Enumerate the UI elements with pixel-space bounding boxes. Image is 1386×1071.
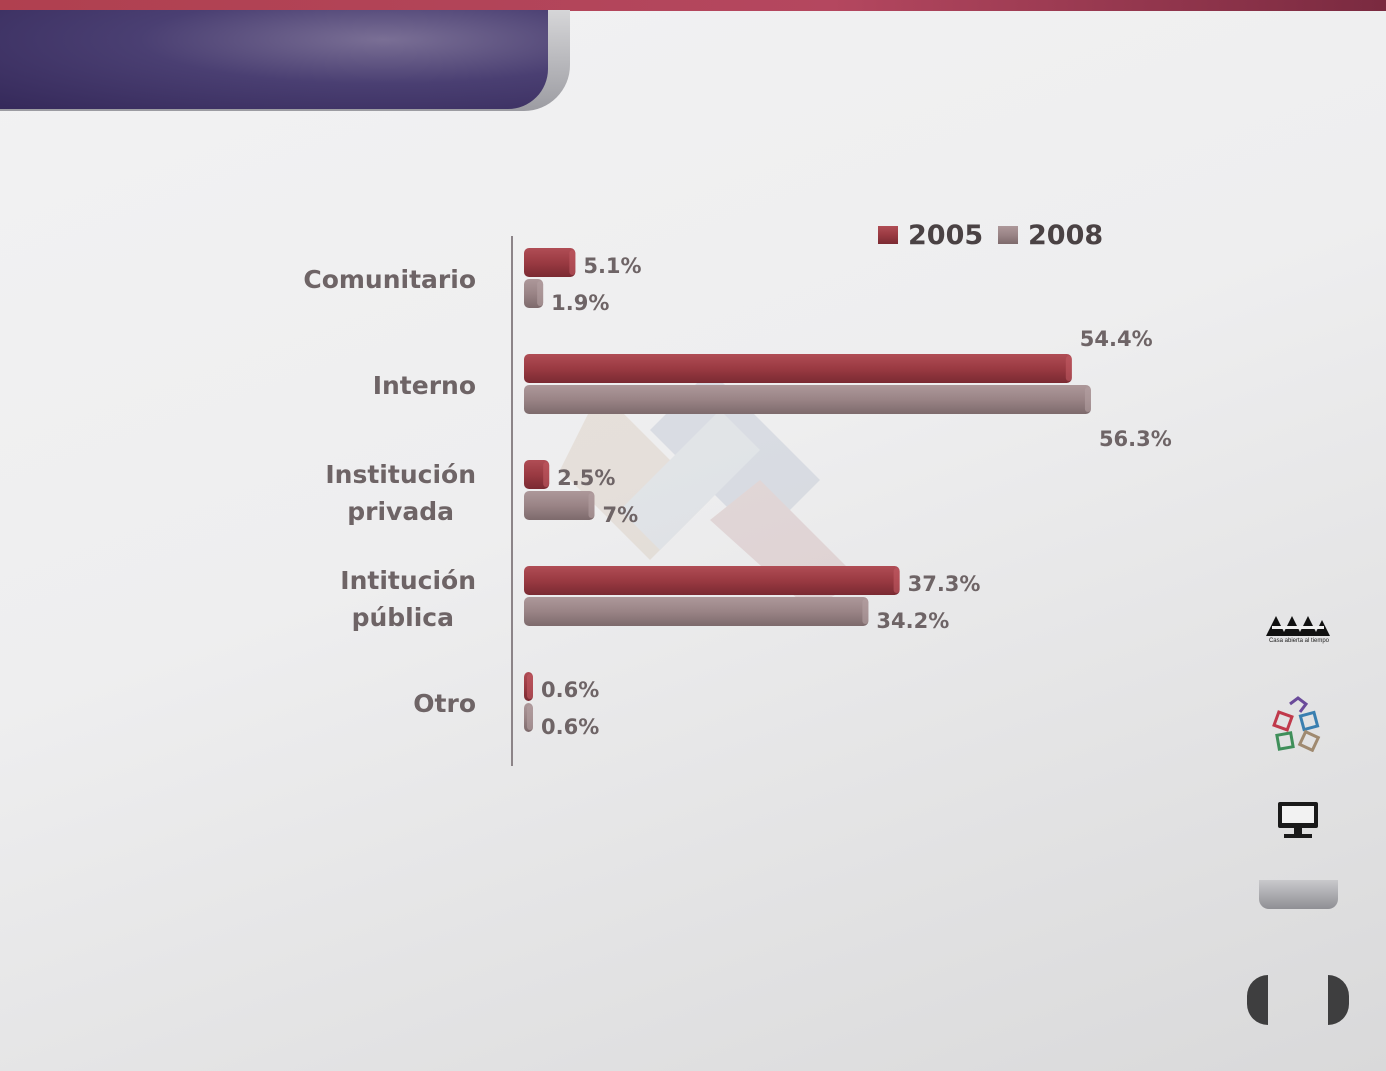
value-label-2005-interno: 54.4% bbox=[1080, 327, 1153, 351]
menu-button[interactable] bbox=[1259, 880, 1338, 909]
value-label-2008-institucion-privada: 7% bbox=[602, 503, 638, 527]
bar-cap-2008-otro bbox=[527, 705, 533, 730]
value-label-2008-comunitario: 1.9% bbox=[551, 291, 609, 315]
previous-slide-button[interactable] bbox=[1247, 975, 1268, 1025]
legend-swatch-2005 bbox=[878, 226, 898, 244]
bar-2005-institucion-privada bbox=[524, 460, 550, 489]
bar-2005-interno bbox=[524, 354, 1072, 383]
category-label-intitucion-publica: Intitución pública bbox=[340, 566, 476, 632]
bar-cap-2008-interno bbox=[1084, 387, 1091, 412]
value-label-2008-intitucion-publica: 34.2% bbox=[876, 609, 949, 633]
bar-2008-institucion-privada bbox=[524, 491, 595, 520]
category-label-otro: Otro bbox=[413, 689, 476, 718]
bar-cap-2005-institucion-privada bbox=[543, 462, 550, 487]
category-label-interno: Interno bbox=[373, 371, 476, 400]
puzzle-icon bbox=[1272, 696, 1321, 752]
value-label-2005-otro: 0.6% bbox=[541, 678, 599, 702]
category-label-institucion-privada: Institución privada bbox=[325, 460, 476, 526]
bar-cap-2008-comunitario bbox=[537, 281, 544, 306]
bar-cap-2005-intitucion-publica bbox=[893, 568, 900, 593]
value-label-2008-interno: 56.3% bbox=[1099, 427, 1172, 451]
bar-cap-2005-comunitario bbox=[569, 250, 576, 275]
value-label-2005-intitucion-publica: 37.3% bbox=[908, 572, 981, 596]
value-label-2005-comunitario: 5.1% bbox=[583, 254, 641, 278]
bar-2005-intitucion-publica bbox=[524, 566, 900, 595]
category-label-comunitario: Comunitario bbox=[303, 265, 476, 294]
legend-swatch-2008 bbox=[998, 226, 1018, 244]
top-accent-strip bbox=[0, 0, 1386, 11]
bar-cap-2008-institucion-privada bbox=[588, 493, 595, 518]
bar-cap-2005-interno bbox=[1065, 356, 1072, 381]
bar-cap-2005-otro bbox=[527, 674, 533, 699]
value-label-2005-institucion-privada: 2.5% bbox=[557, 466, 615, 490]
bar-2008-intitucion-publica bbox=[524, 597, 869, 626]
value-label-2008-otro: 0.6% bbox=[541, 715, 599, 739]
bar-cap-2008-intitucion-publica bbox=[862, 599, 869, 624]
title-banner bbox=[0, 10, 548, 109]
legend-label-2005: 2005 bbox=[908, 220, 983, 251]
next-slide-button[interactable] bbox=[1328, 975, 1349, 1025]
bar-2008-interno bbox=[524, 385, 1091, 414]
legend-label-2008: 2008 bbox=[1028, 220, 1103, 251]
bar-2005-comunitario bbox=[524, 248, 576, 277]
uam-logo-icon bbox=[1266, 616, 1330, 636]
logo-caption: Casa abierta al tiempo bbox=[1268, 638, 1330, 644]
monitor-icon[interactable] bbox=[1276, 800, 1320, 840]
